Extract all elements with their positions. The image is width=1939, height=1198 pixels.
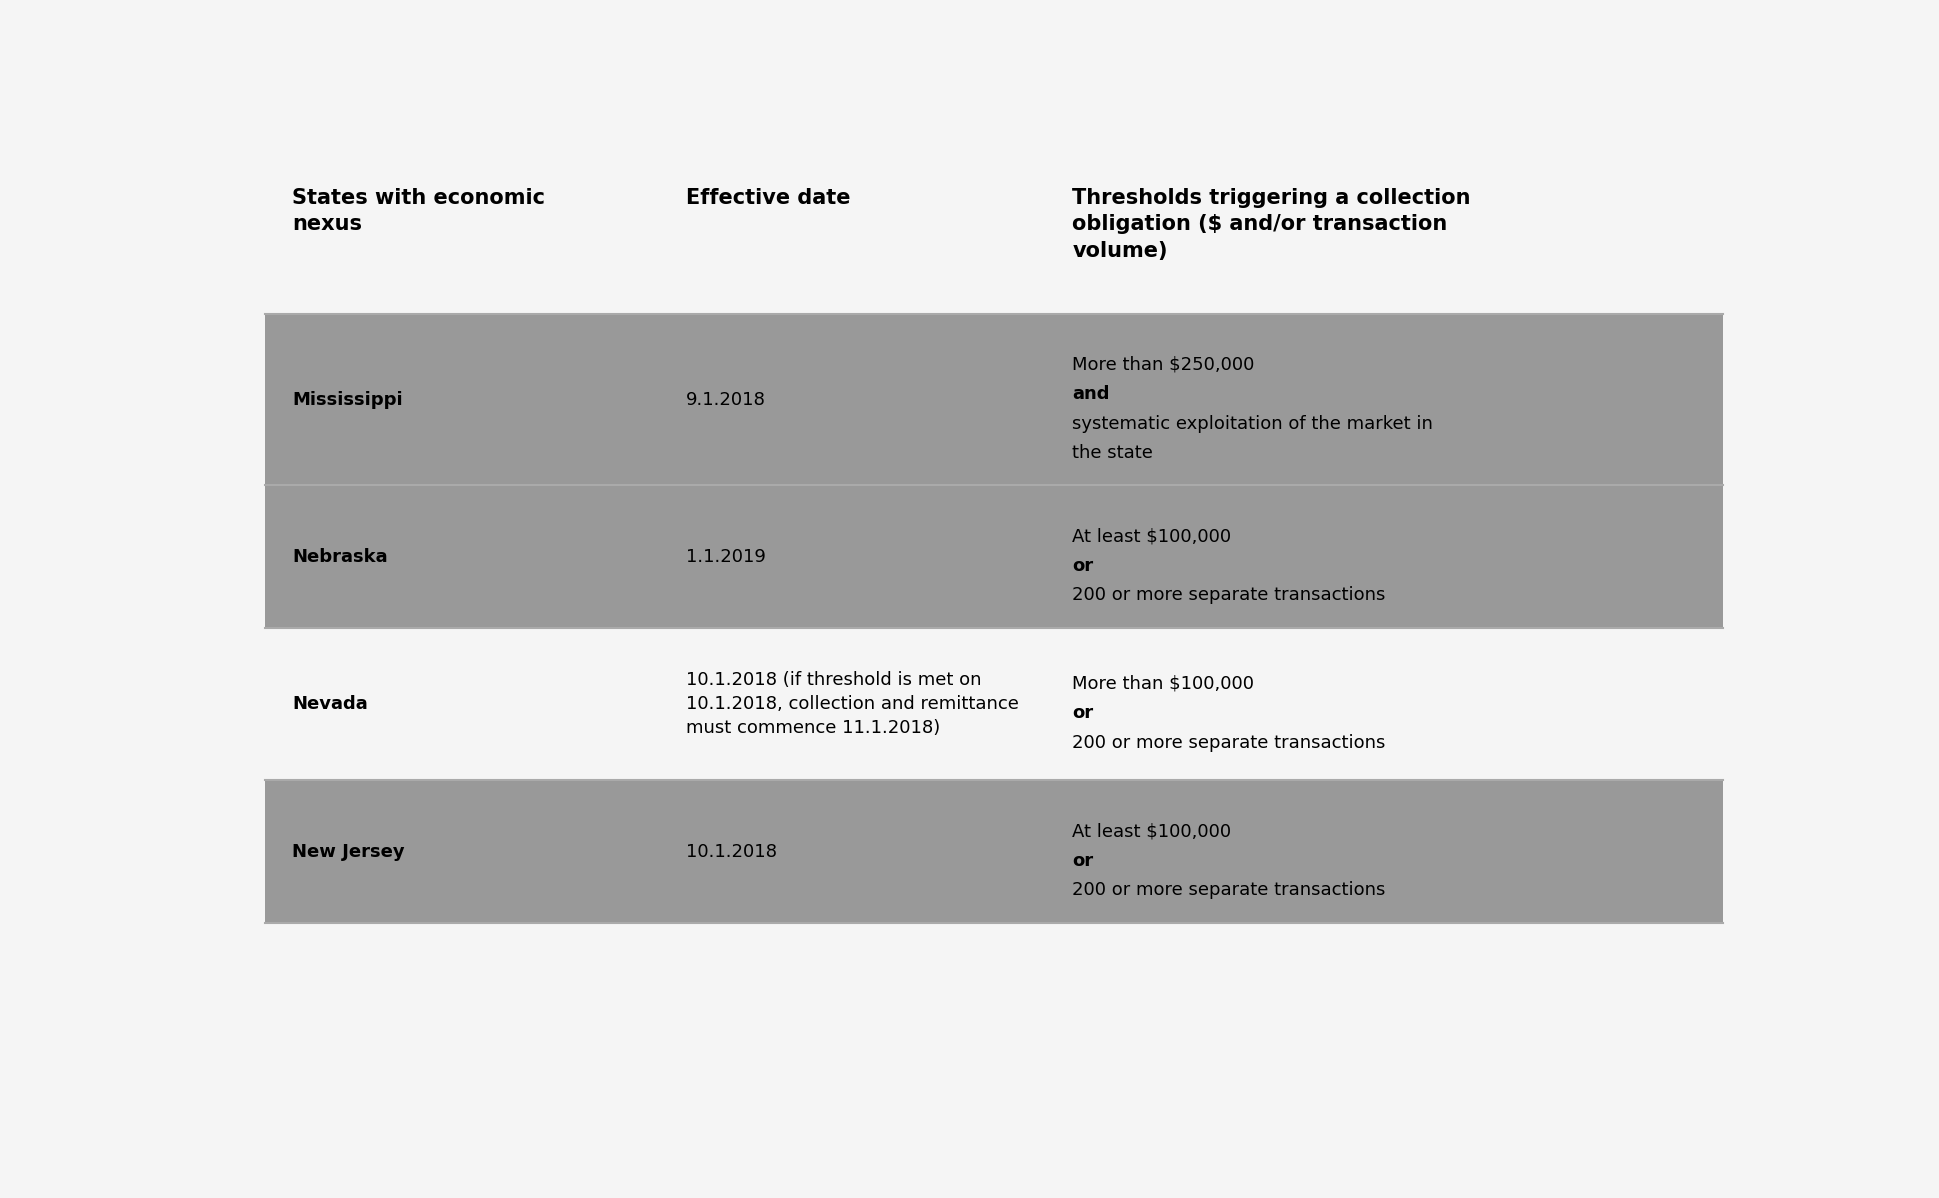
Text: 1.1.2019: 1.1.2019 — [686, 547, 766, 565]
Text: Nebraska: Nebraska — [293, 547, 388, 565]
Text: 200 or more separate transactions: 200 or more separate transactions — [1072, 586, 1384, 604]
Bar — [266, 314, 1722, 485]
Text: 10.1.2018 (if threshold is met on
10.1.2018, collection and remittance
must comm: 10.1.2018 (if threshold is met on 10.1.2… — [686, 671, 1018, 738]
Bar — [266, 171, 1722, 314]
Text: States with economic
nexus: States with economic nexus — [293, 188, 545, 235]
Text: and: and — [1072, 385, 1109, 403]
Text: Effective date: Effective date — [686, 188, 849, 208]
Text: 10.1.2018: 10.1.2018 — [686, 842, 776, 860]
Text: More than $100,000: More than $100,000 — [1072, 674, 1255, 692]
Text: Thresholds triggering a collection
obligation ($ and/or transaction
volume): Thresholds triggering a collection oblig… — [1072, 188, 1470, 261]
Text: systematic exploitation of the market in: systematic exploitation of the market in — [1072, 415, 1433, 432]
Text: 9.1.2018: 9.1.2018 — [686, 391, 766, 409]
Text: 200 or more separate transactions: 200 or more separate transactions — [1072, 733, 1384, 751]
Text: More than $250,000: More than $250,000 — [1072, 356, 1255, 374]
Text: or: or — [1072, 704, 1094, 722]
Text: At least $100,000: At least $100,000 — [1072, 527, 1231, 545]
Text: At least $100,000: At least $100,000 — [1072, 822, 1231, 840]
Text: or: or — [1072, 852, 1094, 870]
Text: Nevada: Nevada — [293, 695, 368, 713]
Bar — [266, 780, 1722, 924]
Bar — [266, 485, 1722, 628]
Bar — [266, 628, 1722, 780]
Text: Mississippi: Mississippi — [293, 391, 403, 409]
Text: New Jersey: New Jersey — [293, 842, 405, 860]
Text: or: or — [1072, 557, 1094, 575]
Text: 200 or more separate transactions: 200 or more separate transactions — [1072, 882, 1384, 900]
Text: the state: the state — [1072, 444, 1152, 462]
